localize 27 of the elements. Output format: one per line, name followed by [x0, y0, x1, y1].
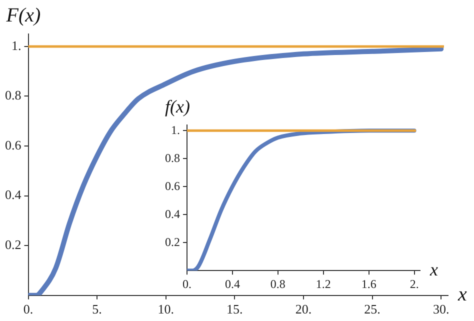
x-tick-label: 1.2	[316, 276, 331, 291]
x-tick-label: 30.	[432, 302, 450, 317]
x-tick-label: 0.8	[270, 276, 286, 291]
y-axis-title: F(x)	[5, 4, 42, 26]
y-tick-label: 1.	[171, 122, 180, 137]
x-tick-label: 15.	[226, 302, 243, 317]
x-axis-title: x	[429, 259, 438, 280]
x-tick-label: 25.	[364, 302, 380, 317]
y-tick-label: 0.2	[165, 234, 180, 249]
x-tick-label: 0.	[23, 302, 34, 317]
y-tick-label: 0.8	[5, 88, 22, 103]
y-tick-label: 0.6	[5, 137, 22, 152]
x-tick-label: 0.4	[224, 276, 240, 291]
y-tick-label: 1.	[12, 38, 22, 53]
x-tick-label: 2.	[410, 276, 419, 291]
x-tick-label: 10.	[158, 302, 174, 317]
x-tick-label: 1.6	[361, 276, 376, 291]
y-tick-label: 0.2	[5, 237, 22, 252]
x-tick-label: 20.	[295, 302, 312, 317]
y-axis-title: f(x)	[165, 96, 190, 117]
y-tick-label: 0.6	[165, 178, 180, 193]
y-tick-label: 0.4	[5, 187, 22, 202]
y-tick-label: 0.8	[165, 150, 180, 165]
x-tick-label: 0.	[182, 276, 192, 291]
x-axis-title: x	[457, 284, 467, 306]
x-tick-label: 5.	[92, 302, 102, 317]
y-tick-label: 0.4	[165, 206, 180, 221]
